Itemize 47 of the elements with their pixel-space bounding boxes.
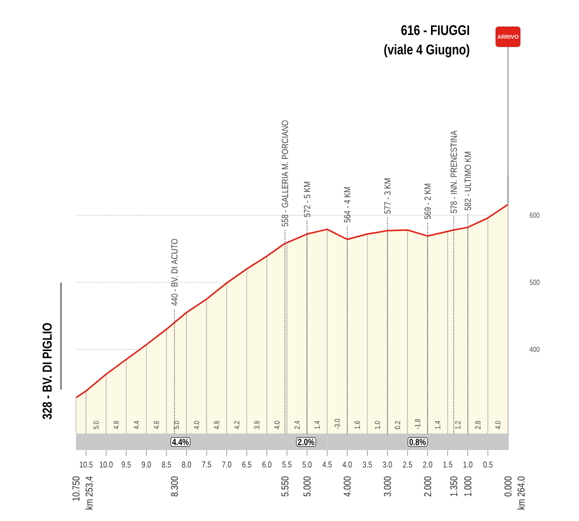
ref-line-label: 558 - GALLERIA M. PORCIANO <box>282 120 288 226</box>
text: km 253.4 <box>85 476 93 510</box>
band-label: 2.0% <box>298 438 314 446</box>
x-tick-label: 3.5 <box>362 462 372 468</box>
x-tick-label: 7.5 <box>202 462 212 468</box>
chart-title: 616 - FIUGGI <box>401 25 470 36</box>
x2-tick-label: 8.300 <box>170 476 178 496</box>
x-tick-label: 7.0 <box>222 462 232 468</box>
ref-line-label: 577 - 3 KM <box>384 178 391 214</box>
ref-line-label: 582 - ULTIMO KM <box>464 152 472 210</box>
x2-tick-label: 3.000 <box>384 476 391 496</box>
x2-tick-label: 10.750 <box>72 476 80 501</box>
x2-tick-label: 0.000 <box>504 476 512 496</box>
chart-subtitle: (viale 4 Giugno) <box>384 44 470 58</box>
x2-tick-label: 1.000 <box>464 476 472 496</box>
x-tick-label: 9.5 <box>122 462 131 468</box>
x2-tick-label: 2.000 <box>424 476 432 496</box>
ref-line-label: 564 - 4 KM <box>344 187 350 222</box>
x2-tick-label: 5.550 <box>281 476 288 496</box>
text: km 264.0 <box>517 476 525 510</box>
ref-line-label: 440 - BV. DI ACUTO <box>171 238 178 306</box>
x-tick-label: 4.0 <box>342 462 352 468</box>
annotation: 328 - BV. DI PIGLIO <box>42 323 52 420</box>
x2-tick-label: 1.350 <box>450 476 458 496</box>
x-tick-label: 3.0 <box>382 462 392 468</box>
ref-line-label: 572 - 5 KM <box>304 182 310 218</box>
x-tick-label: 1.5 <box>443 462 452 468</box>
x-tick-label: 8.5 <box>162 462 171 468</box>
x-tick-label: 8.0 <box>182 462 192 468</box>
x-tick-label: 6.5 <box>242 462 252 468</box>
x-tick-label: 0.5 <box>483 462 492 468</box>
x-tick-label: 6.0 <box>262 462 272 468</box>
band-label: 4.4% <box>172 438 189 446</box>
x-tick-label: 9.0 <box>142 462 151 468</box>
x-tick-label: 5.5 <box>282 462 292 468</box>
x2-tick-label: 5.000 <box>304 476 311 496</box>
x2-tick-label: 4.000 <box>344 476 351 497</box>
x-tick-label: 1.0 <box>464 462 472 468</box>
ref-line-label: 569 - 2 KM <box>424 184 431 220</box>
x-tick-label: 2.5 <box>403 462 412 468</box>
x-tick-label: 10.0 <box>100 462 113 468</box>
x-tick-label: 10.5 <box>80 462 93 468</box>
x-tick-label: 2.0 <box>423 462 432 468</box>
ref-line-label: 578 - INN. PRENESTINA <box>450 130 457 214</box>
x-tick-label: 4.5 <box>322 462 332 468</box>
x-tick-label: 5.0 <box>302 462 312 468</box>
band-label: 0.8% <box>409 438 426 446</box>
